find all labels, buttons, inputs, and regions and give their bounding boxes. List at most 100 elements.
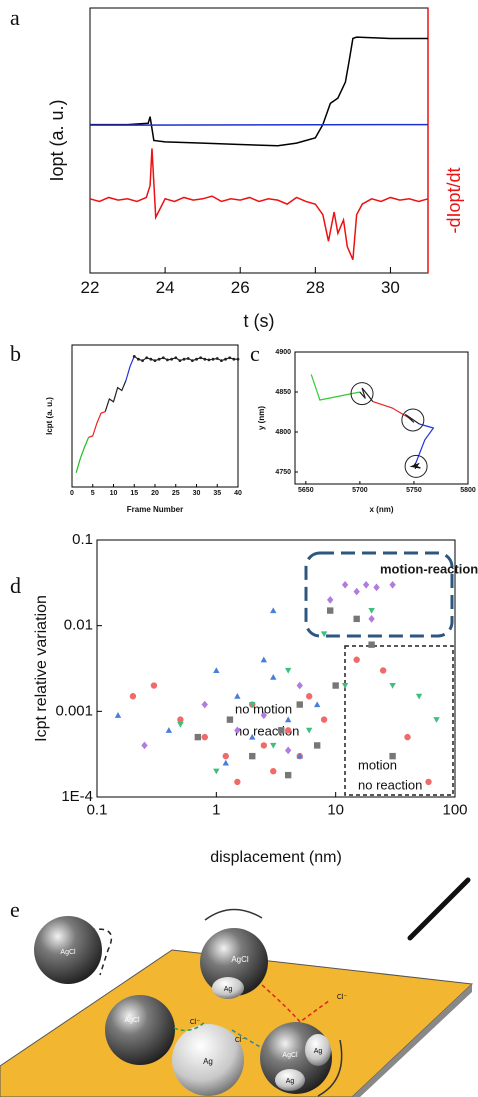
data-point [174,356,178,360]
data-point [213,768,220,775]
x-tick-label: 28 [306,278,325,297]
highlight-box [344,645,454,796]
data-point [368,641,375,648]
data-point [353,615,360,623]
highlight-circle [401,408,425,432]
highlight-circle [404,454,428,478]
particle [172,1024,244,1096]
data-point [320,716,328,723]
highlight-circle [350,382,374,406]
data-point [296,752,303,759]
data-point [194,733,202,741]
y-tick-label: 1E-4 [61,788,93,805]
data-point [373,583,380,592]
label: AgCl [124,1017,140,1024]
y-axis-label: Icpt (a. u.) [45,397,54,435]
connector [231,1029,263,1049]
data-point [368,608,375,614]
data-point [313,701,321,708]
data-point [249,701,256,708]
particle [200,928,268,996]
data-point [215,357,219,360]
y-tick-label: 0.001 [55,702,93,719]
x-tick-label: 1 [212,801,220,818]
series-line [409,462,421,470]
series-line [404,413,420,425]
y-tick-label: 4900 [275,349,291,356]
illustration: AgCl AgCl AgCl Ag Cl⁻ Cl⁻ Ag AgCl Ag Ag … [0,877,474,1097]
y-tick-label: 0.1 [72,531,93,548]
data-point [270,742,277,749]
x-tick-label: 0.1 [87,801,108,818]
y-tick-label: 4850 [275,389,291,396]
data-point [201,700,208,709]
data-point [296,701,303,708]
data-point [313,742,321,749]
connector [173,1021,206,1032]
data-point [177,716,184,723]
x-tick-label: 5800 [460,487,476,494]
particle [34,916,102,984]
data-point [141,359,144,363]
data-point [190,359,194,363]
data-point [203,357,207,361]
data-point [137,357,140,361]
data-point [228,356,232,360]
series-line [90,36,428,147]
data-point [320,631,328,638]
annotation: no reaction [358,777,422,792]
data-point [341,682,349,689]
panel-label: c [250,341,260,366]
label: Ag [203,1057,213,1066]
plot-frame [294,351,469,485]
data-point [270,768,277,775]
data-point [226,716,234,723]
data-point [284,771,292,779]
data-point [425,778,432,786]
data-point [201,733,208,741]
data-point [149,357,153,361]
label: Ag [224,986,233,993]
data-point [341,580,349,589]
data-point [157,357,161,361]
data-point [260,742,268,749]
series-line [104,380,127,412]
x-tick-label: 40 [234,490,242,497]
data-point [153,359,157,363]
label: AgCl [282,1052,298,1059]
data-point [296,681,303,690]
data-point [249,752,256,760]
panel-label: a [10,5,20,30]
y2-axis-label: -dIopt/dt [444,167,464,233]
connector [261,984,331,1024]
chart-panel: 5650 5700 5750 5800 4750 4800 4850 4900 x (nm) y … [250,341,476,514]
data-point [141,741,148,750]
data-point [260,711,268,720]
label: Cl⁻ [337,994,348,1001]
annotation-boxes [304,551,454,796]
data-point [284,667,292,674]
ag-patch [212,977,244,999]
data-point [284,727,292,734]
data-point [207,358,211,362]
x-tick-label: 100 [442,801,467,818]
series-line [415,423,435,463]
data-point [150,682,158,689]
x-tick-label: 10 [327,801,344,818]
highlight-box [304,551,454,638]
x-axis-label: t (s) [244,311,275,331]
data-point [222,752,229,760]
data-point [305,727,313,734]
data-point [433,717,440,723]
x-tick-label: 24 [156,278,175,297]
data-point [284,716,292,723]
particle [105,995,175,1065]
data-point [353,656,360,663]
x-axis-label: displacement (nm) [210,849,342,866]
data-point [327,596,334,604]
y-axis-label: Icpt relative variation [33,595,50,742]
data-point [270,607,277,614]
data-point [165,727,173,733]
panel-label: b [10,341,21,366]
y-tick-label: 4800 [275,429,291,436]
